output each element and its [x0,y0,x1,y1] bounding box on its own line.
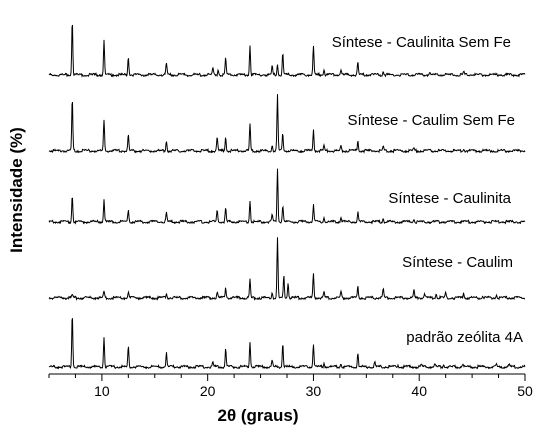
series-label-sintese-caulinita-sem-fe: Síntese - Caulinita Sem Fe [332,34,511,51]
trace-sintese-caulim [48,237,525,301]
series-labels: Síntese - Caulinita Sem Fe Síntese - Caul… [332,34,523,346]
x-tick-label: 40 [411,383,427,399]
series-label-sintese-caulim: Síntese - Caulim [402,254,513,271]
series-label-sintese-caulinita: Síntese - Caulinita [388,190,511,207]
trace-padrao-zeolita-4a [48,318,526,370]
series-label-padrao-zeolita-4a: padrão zeólita 4A [406,329,523,346]
trace-sintese-caulinita [48,168,526,225]
trace-sintese-caulinita-sem-fe [48,24,526,78]
x-axis: 10 20 30 40 50 [48,373,533,399]
x-axis-title: 2θ (graus) [218,406,299,425]
trace-sintese-caulim-sem-fe [48,94,526,154]
series-label-sintese-caulim-sem-fe: Síntese - Caulim Sem Fe [347,112,515,129]
x-tick-label: 30 [306,383,322,399]
x-tick-label: 10 [94,383,110,399]
x-tick-label: 50 [517,383,533,399]
x-tick-label: 20 [200,383,216,399]
y-axis-title: Intensidade (%) [7,127,26,253]
diffraction-traces [48,24,526,370]
